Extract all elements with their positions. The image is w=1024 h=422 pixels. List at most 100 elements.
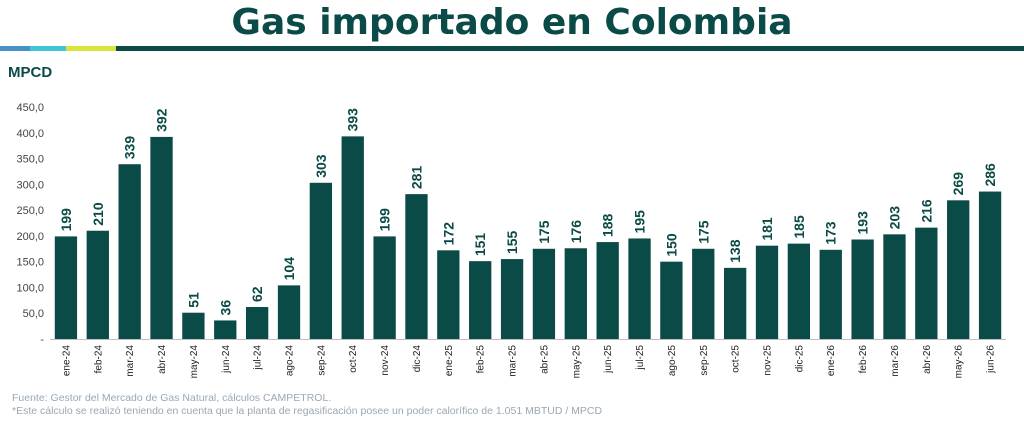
x-tick-label: sep-25 — [699, 345, 710, 376]
data-label: 138 — [727, 239, 743, 263]
accent-bar — [0, 46, 1024, 51]
x-tick-label: feb-25 — [476, 345, 487, 374]
bar — [373, 236, 396, 339]
accent-segment-teal — [116, 46, 1024, 51]
x-tick-label: mar-25 — [508, 345, 519, 377]
x-tick-label: mar-26 — [890, 345, 901, 377]
bar — [118, 164, 141, 339]
x-tick-label: dic-25 — [794, 345, 805, 373]
data-label: 181 — [759, 217, 775, 241]
data-label: 281 — [408, 166, 424, 190]
x-tick-label: oct-25 — [731, 345, 742, 373]
bar — [182, 312, 205, 339]
accent-segment-cyan — [30, 46, 66, 51]
calculation-footnote: *Este cálculo se realizó teniendo en cue… — [12, 405, 603, 417]
x-tick-label: feb-24 — [93, 345, 104, 374]
bar — [978, 191, 1002, 339]
x-tick-label: oct-24 — [348, 345, 359, 373]
bar — [564, 248, 587, 339]
bar — [309, 182, 333, 339]
bar — [692, 248, 715, 339]
bar — [755, 245, 779, 339]
data-label: 104 — [281, 257, 297, 281]
bar — [723, 267, 747, 339]
data-label: 203 — [886, 206, 902, 230]
x-tick-label: abr-24 — [157, 345, 168, 374]
bar — [341, 136, 364, 339]
bar — [277, 285, 301, 339]
data-label: 150 — [663, 233, 679, 257]
data-label: 173 — [823, 221, 839, 245]
y-tick-label: 200,0 — [16, 231, 44, 243]
x-tick-label: jul-25 — [635, 345, 646, 371]
y-tick-label: 100,0 — [16, 282, 44, 294]
x-tick-label: jun-26 — [986, 345, 997, 374]
y-tick-label: 450,0 — [16, 102, 44, 114]
x-tick-label: dic-24 — [412, 345, 423, 373]
x-tick-label: mar-24 — [125, 345, 136, 377]
bar — [851, 239, 874, 339]
bar — [54, 236, 78, 339]
x-tick-label: ene-26 — [826, 345, 837, 377]
bar — [150, 136, 173, 339]
x-tick-label: may-24 — [189, 345, 200, 379]
x-tick-label: ago-25 — [667, 345, 678, 377]
y-tick-label: 150,0 — [16, 257, 44, 269]
bar — [883, 234, 906, 339]
bar — [86, 230, 109, 339]
x-tick-label: ene-25 — [444, 345, 455, 377]
data-label: 216 — [918, 199, 934, 223]
bar — [628, 238, 651, 339]
bar — [787, 243, 811, 339]
bar — [405, 194, 428, 339]
data-label: 195 — [632, 210, 648, 234]
bar — [947, 200, 970, 339]
bar — [596, 242, 619, 339]
data-label: 392 — [154, 108, 170, 132]
x-tick-label: abr-25 — [539, 345, 550, 374]
y-tick-label: 400,0 — [16, 128, 44, 140]
data-label: 172 — [440, 222, 456, 246]
bar — [500, 259, 524, 339]
bar — [437, 250, 460, 339]
y-tick-label: 250,0 — [16, 205, 44, 217]
x-tick-label: nov-24 — [380, 345, 391, 376]
data-label: 175 — [536, 220, 552, 244]
y-tick-label: 350,0 — [16, 154, 44, 166]
bar — [819, 249, 842, 339]
data-label: 193 — [855, 211, 871, 235]
y-axis-unit-label: MPCD — [8, 64, 53, 81]
data-label: 269 — [950, 172, 966, 196]
x-tick-label: may-26 — [954, 345, 965, 379]
x-tick-label: abr-26 — [922, 345, 933, 374]
data-label: 51 — [185, 292, 201, 308]
data-label: 286 — [982, 163, 998, 187]
accent-segment-lime — [66, 46, 116, 51]
x-tick-label: sep-24 — [316, 345, 327, 376]
y-tick-label: 50,0 — [23, 308, 44, 320]
data-label: 185 — [791, 215, 807, 239]
bar — [915, 227, 938, 339]
data-label: 155 — [504, 231, 520, 255]
x-tick-label: jul-24 — [253, 345, 264, 371]
bar — [469, 261, 492, 339]
data-label: 62 — [249, 286, 265, 302]
bar — [660, 261, 683, 339]
data-label: 176 — [568, 220, 584, 244]
x-tick-label: ene-24 — [61, 345, 72, 377]
chart-title: Gas importado en Colombia — [231, 2, 793, 43]
bar — [214, 320, 237, 339]
x-tick-label: nov-25 — [763, 345, 774, 376]
data-label: 188 — [600, 214, 616, 238]
y-tick-label: - — [40, 334, 44, 346]
bar — [245, 307, 269, 339]
data-label: 175 — [695, 220, 711, 244]
y-tick-label: 300,0 — [16, 179, 44, 191]
data-label: 303 — [313, 154, 329, 178]
data-label: 199 — [58, 208, 74, 232]
data-label: 36 — [217, 300, 233, 316]
data-label: 393 — [345, 108, 361, 132]
data-label: 151 — [472, 233, 488, 257]
x-tick-label: ago-24 — [285, 345, 296, 377]
